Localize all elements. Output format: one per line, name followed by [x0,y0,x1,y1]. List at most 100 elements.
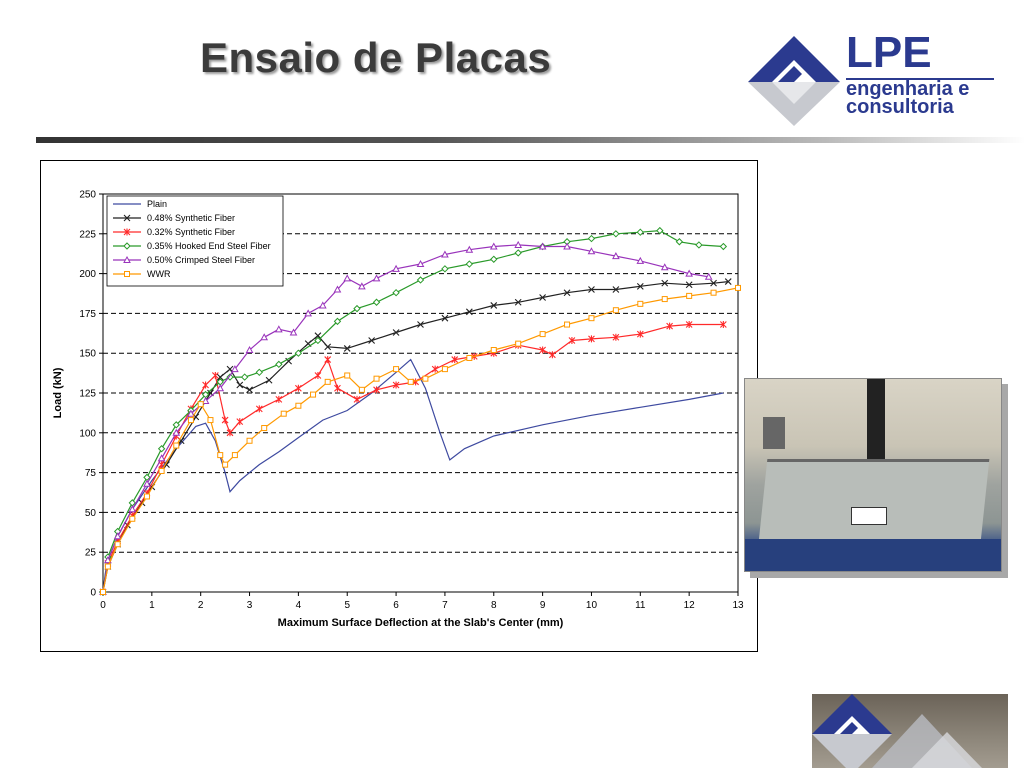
y-tick-label: 150 [79,349,96,360]
data-point-marker [724,278,732,285]
data-point-marker [373,375,380,382]
data-point-marker [588,315,595,322]
legend-label: 0.48% Synthetic Fiber [147,213,235,223]
data-point-marker [636,330,644,338]
data-point-marker [719,321,727,329]
data-point-marker [275,325,283,333]
data-point-marker [226,373,234,381]
data-point-marker [240,373,249,381]
series-line [102,358,724,593]
data-point-marker [636,228,645,236]
data-point-marker [636,282,644,290]
data-point-marker [539,294,547,301]
data-point-marker [344,372,351,379]
series-0-48-synthetic-fiber [99,278,732,596]
data-point-marker [128,505,137,513]
footer-diamond-icon [812,694,982,768]
data-point-marker [587,247,596,255]
data-point-marker [392,264,400,272]
x-tick-label: 10 [586,600,598,611]
y-tick-label: 75 [85,468,97,479]
data-point-marker [465,260,474,268]
data-point-marker [686,292,693,299]
data-point-marker [568,336,576,344]
data-point-marker [129,515,136,522]
data-point-marker [123,228,131,236]
data-point-marker [441,366,448,373]
data-point-marker [539,346,547,354]
data-point-marker [422,375,429,382]
data-point-marker [217,452,224,459]
legend-box [106,195,284,287]
legend-label: 0.35% Hooked End Steel Fiber [147,241,271,251]
data-point-marker [539,331,546,338]
lpe-diamond-icon [748,36,840,126]
data-point-marker [514,240,523,248]
data-point-marker [685,321,693,329]
x-axis-label: Maximum Surface Deflection at the Slab's… [278,617,564,629]
data-point-marker [231,365,239,373]
logo-divider [846,78,994,80]
data-point-marker [211,371,219,379]
data-point-marker [143,493,150,500]
legend-label: WWR [147,269,171,279]
data-point-marker [416,276,425,284]
plot-area-frame [102,193,739,593]
data-point-marker [515,340,522,347]
data-point-marker [285,357,293,365]
data-point-marker [157,445,166,453]
slab-test-photo [744,378,1002,572]
series-0-32-synthetic-fiber [99,321,727,596]
x-tick-label: 9 [540,600,546,611]
data-point-marker [202,381,209,389]
data-point-marker [431,365,439,373]
logo-line1: engenharia e [846,78,970,100]
data-point-marker [514,249,522,257]
data-point-marker [314,371,322,379]
data-point-marker [100,589,106,595]
y-tick-label: 225 [79,229,96,240]
data-point-marker [465,308,473,316]
series-wwr [100,284,741,595]
data-point-marker [368,337,376,344]
chart-legend: Plain 0.48% Synthetic Fiber 0.32% Syntheti… [106,195,284,287]
x-tick-label: 8 [491,600,497,611]
data-point-marker [123,255,131,263]
support-base [745,539,1001,571]
data-point-marker [735,284,741,291]
data-point-marker [113,532,122,540]
slab-label-plate [851,507,887,525]
data-point-marker [324,356,332,364]
data-point-marker [612,307,619,314]
data-point-marker [157,454,166,462]
data-point-marker [661,279,669,287]
data-point-marker [289,328,298,336]
data-point-marker [451,356,459,364]
data-point-marker [588,286,595,293]
legend-label: Plain [147,199,167,209]
data-point-marker [246,437,253,444]
x-tick-label: 1 [149,600,155,611]
data-point-marker [563,242,571,250]
y-tick-label: 125 [79,389,96,400]
data-point-marker [563,289,571,297]
data-point-marker [416,260,425,268]
data-point-marker [216,373,224,381]
data-point-marker [490,347,497,354]
x-tick-label: 12 [684,600,696,611]
data-point-marker [216,384,225,392]
data-point-marker [260,333,269,341]
data-point-marker [343,274,352,282]
x-tick-label: 2 [198,600,204,611]
data-point-marker [172,421,180,429]
data-point-marker [490,302,498,309]
data-point-marker [392,288,400,297]
data-point-marker [612,286,620,293]
y-tick-label: 175 [79,309,96,320]
y-tick-label: 25 [85,548,97,559]
data-point-marker [123,242,131,250]
data-point-marker [201,396,210,404]
data-point-marker [275,360,283,369]
data-point-marker [441,314,449,322]
